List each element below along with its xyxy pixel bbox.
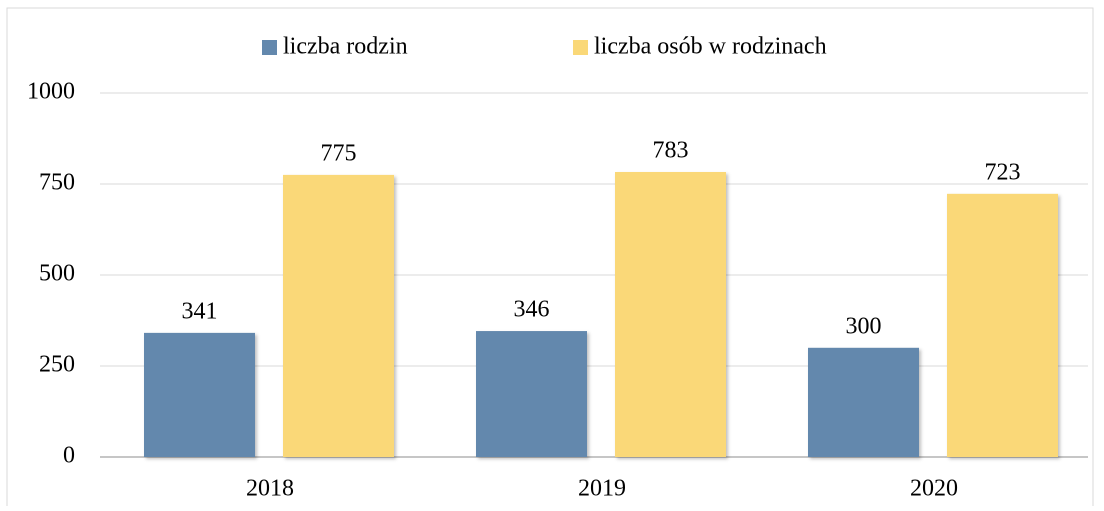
x-tick-label: 2019 — [578, 476, 626, 502]
y-tick-label: 0 — [63, 443, 75, 469]
bar — [283, 174, 394, 457]
bar — [476, 331, 587, 457]
legend-label: liczba osób w rodzinach — [594, 34, 827, 60]
legend-label: liczba rodzin — [283, 34, 408, 60]
legend-swatch — [262, 40, 277, 55]
data-label: 723 — [985, 159, 1021, 185]
y-tick-label: 750 — [39, 170, 75, 196]
data-label: 775 — [321, 140, 357, 166]
legend-swatch — [573, 40, 588, 55]
x-tick-label: 2020 — [910, 476, 958, 502]
bar — [615, 171, 726, 457]
y-tick-label: 500 — [39, 261, 75, 287]
data-label: 300 — [846, 313, 882, 339]
x-tick-label: 2018 — [246, 476, 294, 502]
bar — [947, 193, 1058, 457]
data-label: 346 — [514, 297, 550, 323]
data-label: 341 — [182, 298, 218, 324]
data-label: 783 — [653, 137, 689, 163]
bar — [808, 347, 919, 457]
y-tick-label: 1000 — [27, 79, 75, 105]
y-tick-label: 250 — [39, 352, 75, 378]
chart-frame — [6, 7, 1094, 511]
bar — [144, 332, 255, 457]
